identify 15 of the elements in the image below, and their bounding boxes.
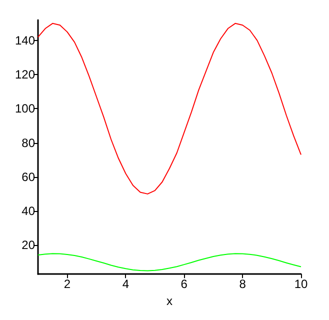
x-tick-label: 6: [180, 277, 188, 292]
y-tick-label: 80: [22, 136, 36, 150]
x-tick-label: 4: [122, 277, 130, 292]
x-axis-title: x: [166, 294, 172, 308]
y-tick-label: 40: [22, 204, 36, 218]
line-series: [38, 253, 302, 272]
y-tick-label: 120: [14, 68, 36, 82]
y-tick-label: 100: [14, 102, 36, 116]
line-series: [38, 22, 302, 194]
y-tick-label: 60: [22, 170, 36, 184]
x-tick-label: 8: [239, 277, 246, 292]
y-tick-label: 140: [14, 33, 36, 48]
x-tick-label: 2: [64, 277, 71, 292]
y-tick-label: 20: [22, 238, 36, 252]
x-tick-label: 10: [294, 277, 308, 292]
